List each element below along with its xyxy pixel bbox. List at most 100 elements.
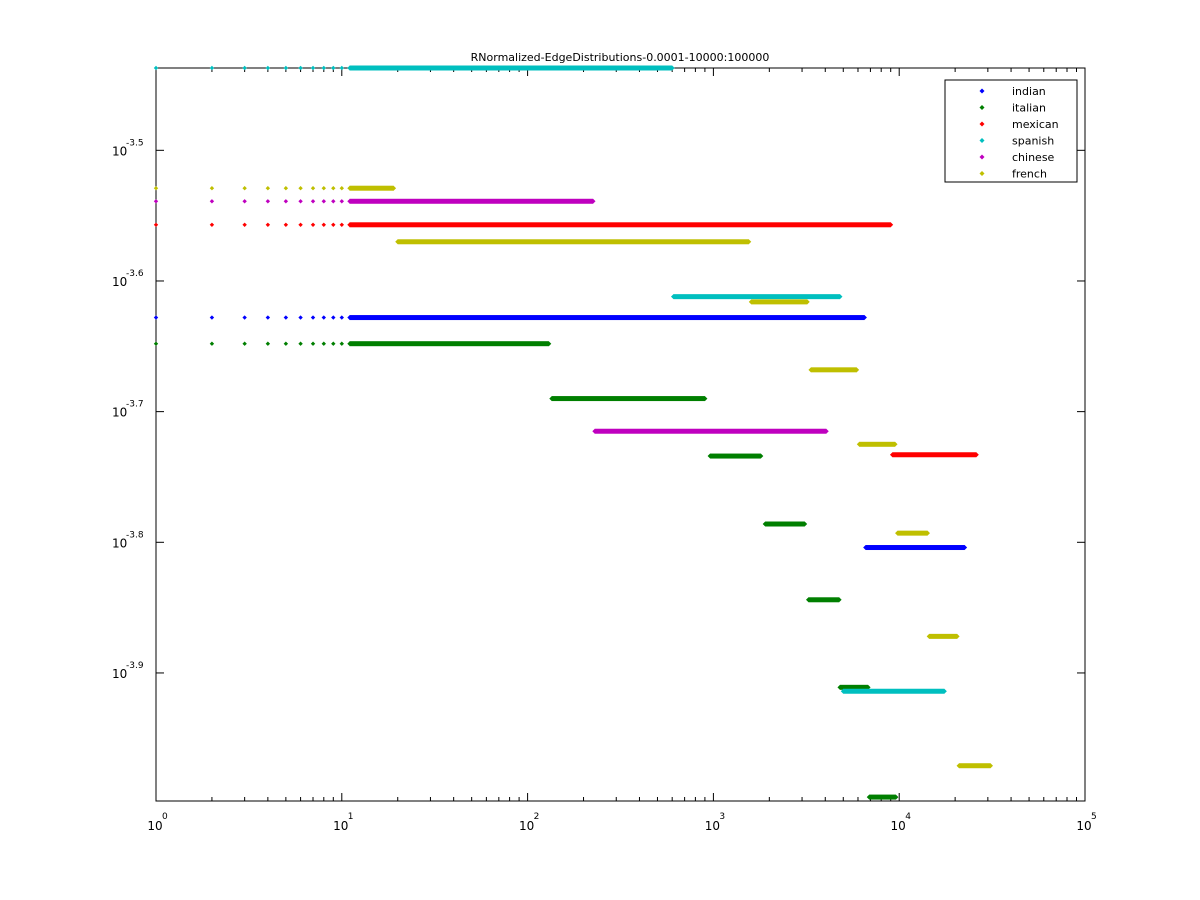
legend-marker bbox=[979, 105, 985, 110]
data-point bbox=[866, 794, 872, 800]
data-point bbox=[310, 199, 316, 204]
data-point bbox=[748, 299, 754, 305]
data-point bbox=[265, 341, 271, 346]
series-run bbox=[889, 452, 979, 458]
data-band bbox=[349, 341, 549, 347]
data-band bbox=[929, 633, 958, 639]
x-tick-label: 100 bbox=[147, 812, 168, 833]
y-tick-label: 10-3.9 bbox=[112, 661, 144, 681]
data-band bbox=[892, 452, 977, 458]
data-point bbox=[888, 222, 894, 228]
data-point bbox=[973, 452, 979, 458]
data-point bbox=[153, 186, 159, 191]
data-point bbox=[321, 341, 326, 346]
legend: indian italian mexican spanish chinese french bbox=[944, 79, 1078, 183]
data-point bbox=[840, 688, 846, 694]
data-band bbox=[869, 794, 896, 800]
data-band bbox=[843, 688, 945, 694]
chart-title: RNormalized-EdgeDistributions-0.0001-100… bbox=[471, 51, 770, 64]
data-point bbox=[339, 222, 344, 227]
data-point bbox=[865, 684, 871, 690]
data-point bbox=[671, 294, 677, 300]
legend-label: spanish bbox=[1012, 135, 1054, 148]
data-band bbox=[808, 597, 840, 603]
legend-item-french: french bbox=[979, 168, 1047, 181]
data-point bbox=[209, 199, 215, 204]
svg-text:10: 10 bbox=[112, 275, 127, 289]
data-point bbox=[153, 341, 159, 346]
data-point bbox=[321, 65, 326, 71]
series-run bbox=[153, 198, 596, 204]
data-point bbox=[265, 199, 271, 204]
data-point bbox=[823, 428, 829, 434]
data-band bbox=[897, 530, 928, 536]
data-point bbox=[762, 521, 768, 527]
series-run bbox=[762, 521, 808, 527]
data-band bbox=[349, 222, 891, 228]
series-run bbox=[153, 222, 894, 228]
axis-ticks bbox=[155, 68, 1085, 801]
series-french bbox=[153, 185, 993, 769]
data-point bbox=[702, 396, 708, 402]
series-spanish bbox=[153, 65, 947, 694]
data-point bbox=[590, 198, 596, 204]
series-run bbox=[153, 315, 867, 321]
data-point bbox=[331, 315, 336, 320]
data-point bbox=[298, 199, 303, 204]
svg-text:-3.8: -3.8 bbox=[126, 530, 144, 540]
data-band bbox=[959, 763, 991, 769]
legend-marker bbox=[979, 121, 985, 127]
series-run bbox=[549, 396, 708, 402]
legend-item-indian: indian bbox=[979, 85, 1046, 98]
series-run bbox=[671, 294, 843, 300]
data-point bbox=[310, 186, 316, 191]
legend-marker bbox=[979, 88, 985, 94]
y-axis-tick-labels: 10-3.510-3.610-3.710-3.810-3.9 bbox=[112, 138, 144, 681]
data-point bbox=[856, 441, 862, 447]
svg-text:10: 10 bbox=[147, 819, 162, 833]
data-point bbox=[804, 299, 810, 305]
y-tick-label: 10-3.6 bbox=[112, 269, 144, 289]
x-tick-label: 104 bbox=[891, 812, 912, 833]
data-point bbox=[331, 341, 336, 346]
data-point bbox=[283, 315, 289, 320]
svg-text:10: 10 bbox=[112, 667, 127, 681]
data-point bbox=[808, 367, 814, 373]
data-point bbox=[265, 222, 271, 227]
data-point bbox=[242, 199, 247, 204]
data-band bbox=[810, 367, 857, 373]
svg-text:2: 2 bbox=[534, 812, 540, 822]
data-point bbox=[837, 684, 843, 690]
data-point bbox=[941, 688, 947, 694]
data-point bbox=[549, 396, 555, 402]
series-run bbox=[153, 65, 675, 71]
svg-text:-3.5: -3.5 bbox=[126, 138, 144, 148]
data-point bbox=[265, 186, 271, 191]
legend-label: mexican bbox=[1012, 118, 1059, 131]
data-band bbox=[594, 428, 827, 434]
data-point bbox=[310, 341, 316, 346]
data-point bbox=[331, 222, 336, 227]
y-tick-label: 10-3.5 bbox=[112, 138, 144, 158]
legend-items: indian italian mexican spanish chinese french bbox=[979, 85, 1059, 181]
data-point bbox=[298, 222, 303, 227]
y-tick-label: 10-3.7 bbox=[112, 400, 144, 420]
svg-text:10: 10 bbox=[891, 819, 906, 833]
data-point bbox=[242, 222, 247, 227]
x-tick-label: 103 bbox=[705, 812, 725, 833]
data-point bbox=[863, 545, 869, 551]
svg-text:-3.6: -3.6 bbox=[126, 269, 144, 279]
data-point bbox=[331, 65, 336, 71]
x-tick-label: 101 bbox=[333, 812, 353, 833]
data-point bbox=[895, 530, 901, 536]
series-run bbox=[837, 684, 871, 690]
data-point bbox=[283, 199, 289, 204]
data-point bbox=[395, 239, 401, 245]
series-run bbox=[748, 299, 810, 305]
legend-item-spanish: spanish bbox=[979, 135, 1054, 148]
data-point bbox=[153, 315, 159, 320]
series-run bbox=[707, 453, 764, 459]
data-point bbox=[546, 341, 552, 347]
data-point bbox=[209, 222, 215, 227]
data-point bbox=[153, 222, 159, 227]
